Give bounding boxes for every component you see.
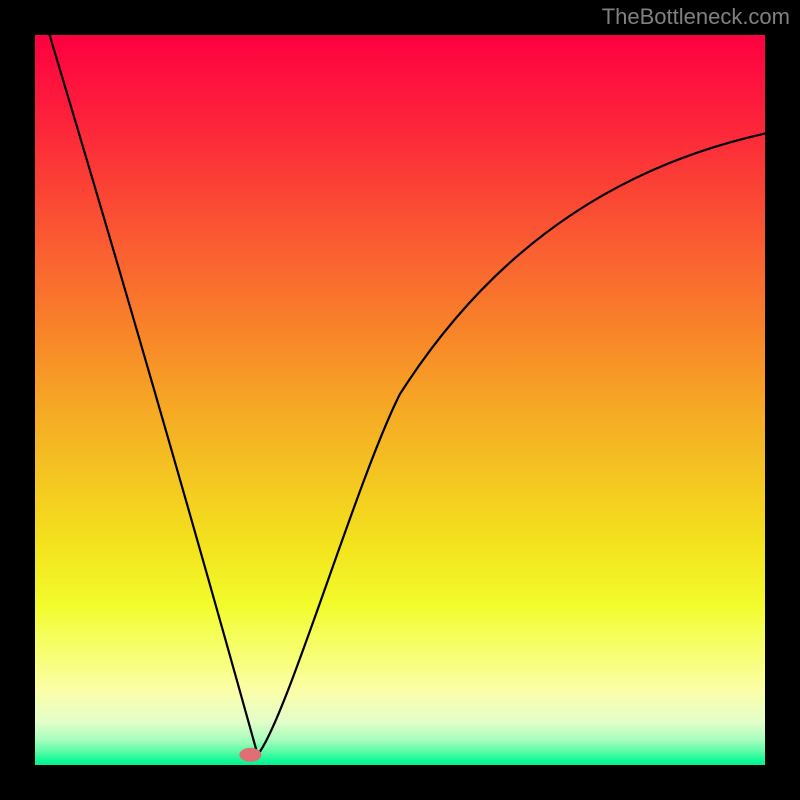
watermark-text: TheBottleneck.com [602,4,790,30]
bottleneck-curve [35,35,765,765]
chart-container: TheBottleneck.com [0,0,800,800]
valley-marker [35,35,765,765]
gradient-background [35,35,765,765]
plot-area [35,35,765,765]
